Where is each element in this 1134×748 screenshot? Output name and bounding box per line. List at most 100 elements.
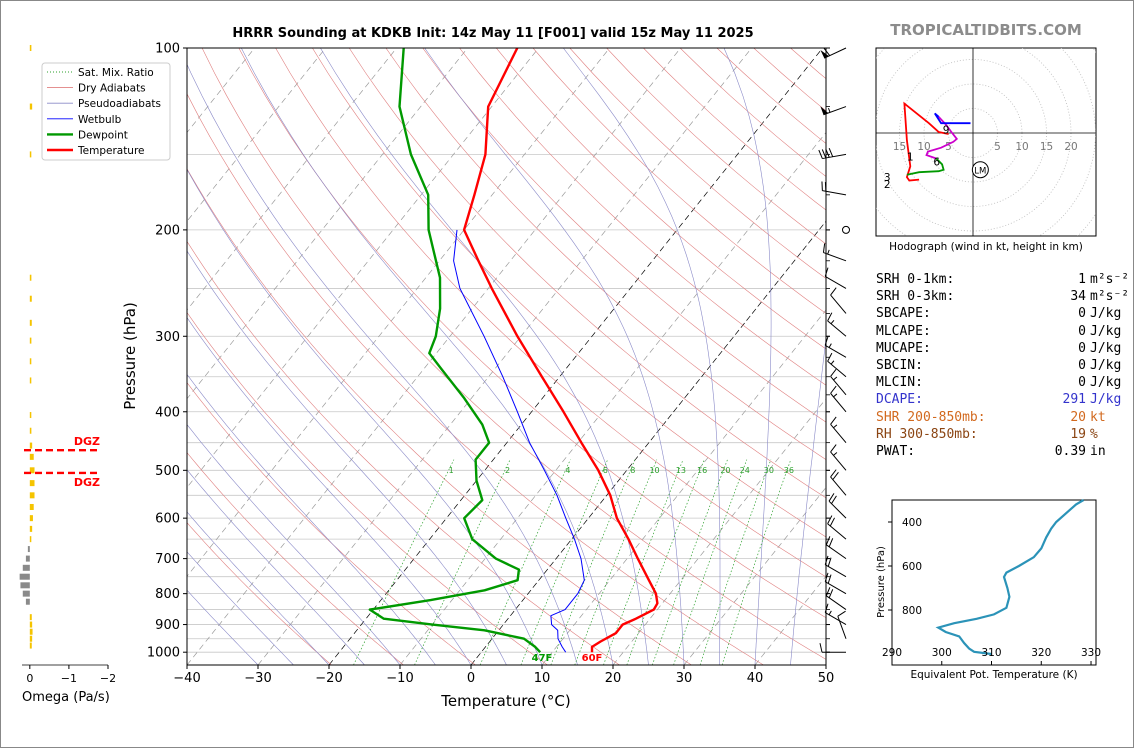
- omega-bar: [29, 377, 32, 384]
- barb-full: [832, 471, 839, 480]
- barb-staff: [830, 423, 847, 443]
- parameter-label: SHR 200-850mb:: [876, 409, 986, 425]
- mixing-ratio-line: [603, 459, 684, 665]
- hodograph-ring-label: 15: [893, 141, 906, 153]
- parameter-label: SBCIN:: [876, 358, 923, 373]
- barb-staff: [824, 276, 847, 289]
- legend-box: [41, 62, 171, 161]
- hodograph-height-label: 9: [943, 125, 950, 137]
- barb-half: [830, 319, 835, 325]
- mixing-ratio-line: [550, 459, 636, 665]
- theta-e-x-tick-label: 290: [882, 647, 902, 659]
- barb-staff: [827, 320, 847, 337]
- barb-full: [822, 243, 826, 253]
- barb-full: [825, 536, 831, 546]
- hodograph-panel: 5 10 15 20 15 10 5 1 23 6 9 LM: [875, 47, 1097, 237]
- y-tick-label: 300: [155, 330, 180, 345]
- barb-flag: [820, 106, 829, 115]
- mixing-ratio-label: 2: [505, 466, 510, 475]
- theta-e-panel: 290 300 310 320 330 400 600 800 Equivalent Pot. …: [876, 499, 1101, 681]
- barb-half: [828, 343, 832, 348]
- hodograph-ring-label: 15: [1040, 141, 1053, 153]
- wind-barb: [830, 385, 847, 413]
- dry-adiabat: [348, 48, 826, 499]
- dry-adiabat: [187, 522, 332, 665]
- mixing-ratio-label: 6: [603, 466, 608, 475]
- wind-barb: [830, 416, 847, 443]
- wind-barb: [825, 536, 847, 560]
- mixing-ratio-label: 4: [565, 466, 570, 475]
- isotherm-line: [187, 48, 610, 577]
- theta-e-x-tick-label: 330: [1081, 647, 1101, 659]
- barb-half: [833, 393, 838, 398]
- chart-title: HRRR Sounding at KDKB Init: 14z May 11 […: [232, 26, 754, 41]
- isotherm-line: [399, 131, 826, 665]
- omega-tick-label: −2: [100, 672, 116, 685]
- wind-barb: [827, 352, 847, 378]
- dry-adiabat: [422, 48, 826, 423]
- barb-staff: [824, 344, 847, 358]
- parameter-unit: m²s⁻²: [1090, 272, 1130, 287]
- omega-bar: [29, 515, 33, 522]
- mixing-ratio-label: 36: [784, 466, 794, 475]
- barb-full: [827, 312, 833, 322]
- mixing-ratio-line: [414, 459, 511, 665]
- dry-adiabat: [187, 311, 548, 665]
- dry-adiabat: [312, 48, 826, 538]
- omega-bar: [29, 337, 32, 344]
- barb-full: [827, 515, 833, 524]
- hodograph-frame: [875, 47, 1097, 237]
- theta-e-x-tick-label: 320: [1031, 647, 1051, 659]
- wind-barb: [827, 312, 847, 337]
- omega-bar: [29, 480, 35, 487]
- mixing-ratio-label: 24: [740, 466, 750, 475]
- mixing-ratio-line: [353, 459, 455, 665]
- isotherm-line: [541, 309, 826, 665]
- pseudoadiabat: [187, 511, 330, 665]
- pseudoadiabat: [790, 335, 826, 665]
- series-dewpoint-line: [368, 48, 542, 654]
- theta-e-x-label: Equivalent Pot. Temperature (K): [910, 669, 1077, 681]
- dry-adiabat: [187, 168, 692, 665]
- barb-staff: [837, 616, 847, 639]
- omega-bar: [25, 555, 30, 562]
- parameter-value: 20: [1070, 409, 1086, 425]
- isotherm-line: [187, 48, 539, 489]
- parameter-unit: %: [1090, 426, 1098, 442]
- barb-staff: [823, 252, 847, 262]
- omega-bar: [29, 442, 33, 449]
- isotherm-line: [328, 48, 823, 665]
- parameter-value: 0: [1078, 306, 1086, 322]
- omega-bar: [29, 45, 32, 51]
- parameter-label: SBCAPE:: [876, 306, 931, 322]
- barb-staff: [827, 523, 847, 540]
- hodograph-ring-label: 10: [1015, 141, 1028, 153]
- omega-bar: [22, 590, 30, 597]
- barb-full: [824, 555, 829, 565]
- parameter-label: MLCIN:: [876, 375, 923, 391]
- y-tick-label: 100: [155, 42, 180, 57]
- barb-full: [827, 574, 832, 584]
- dry-adiabat: [201, 48, 826, 660]
- x-axis-label: Temperature (°C): [440, 692, 570, 710]
- barb-full: [828, 493, 835, 502]
- parameter-value: 1: [1078, 272, 1086, 287]
- barb-full: [825, 587, 831, 596]
- parameter-label: DCAPE:: [876, 392, 923, 408]
- theta-e-x-tick-label: 300: [932, 647, 952, 659]
- omega-bar: [29, 642, 32, 649]
- barb-staff: [824, 581, 847, 595]
- series-temperature-line: [462, 48, 659, 653]
- parameter-value: 0: [1078, 375, 1086, 391]
- omega-bar: [22, 564, 30, 571]
- barb-full: [824, 603, 829, 613]
- dry-adiabat: [385, 48, 826, 460]
- omega-bar: [29, 614, 32, 621]
- barb-full: [824, 267, 829, 277]
- mixing-ratio-line: [699, 459, 772, 665]
- pseudoadiabat: [424, 48, 685, 665]
- hodograph-ring-label: 20: [1064, 141, 1077, 153]
- wind-barb: [830, 287, 847, 314]
- series-wetbulb-line: [453, 229, 585, 653]
- y-tick-label: 500: [155, 464, 180, 479]
